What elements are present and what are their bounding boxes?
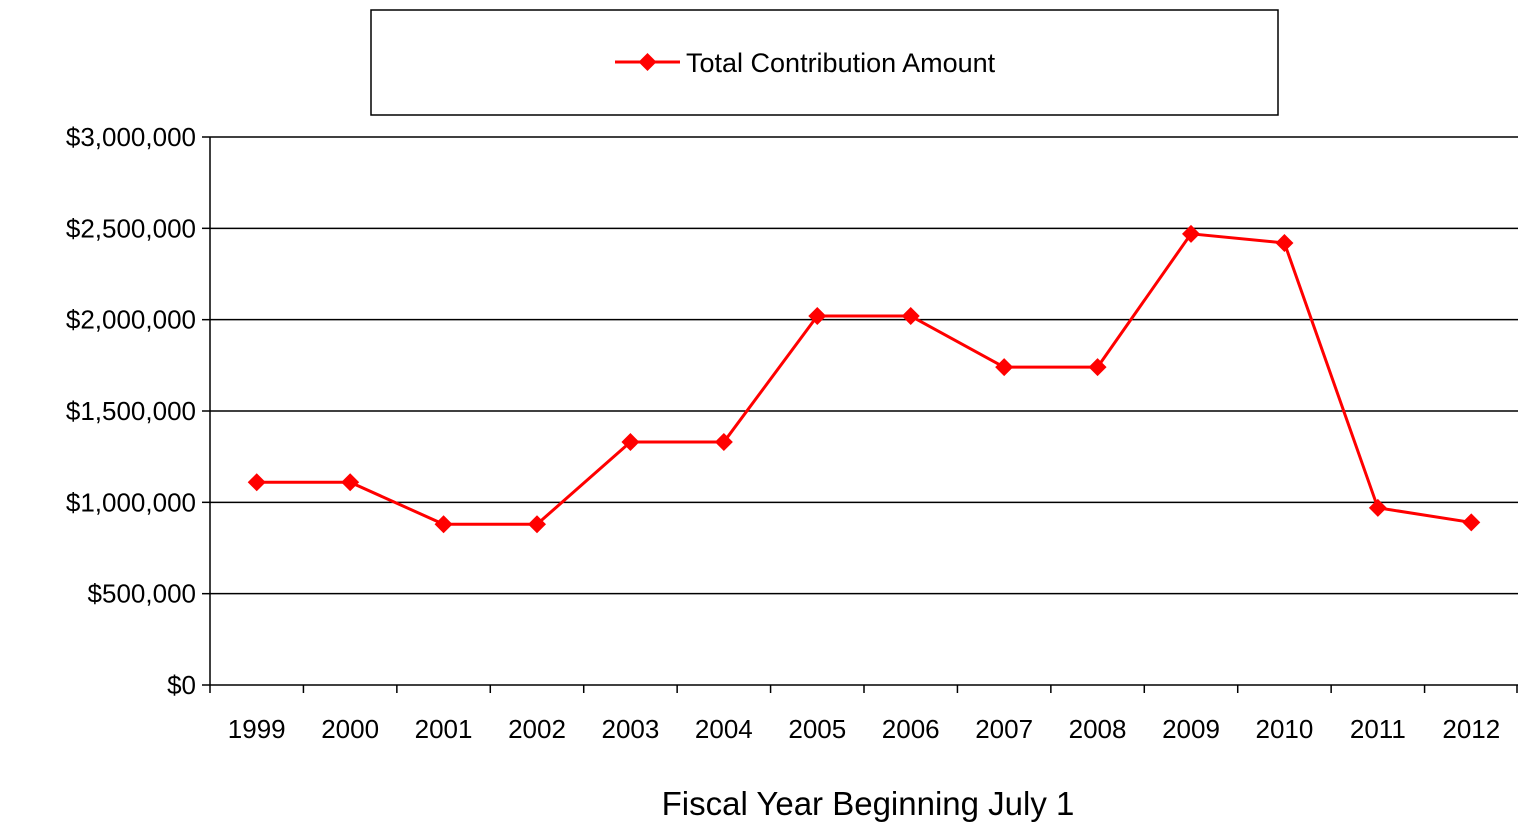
data-point-marker: [901, 307, 920, 326]
x-tick-label: 2004: [695, 714, 753, 744]
x-tick-label: 2012: [1442, 714, 1500, 744]
data-point-marker: [1462, 513, 1481, 532]
x-tick-label: 2009: [1162, 714, 1220, 744]
data-point-marker: [1275, 233, 1294, 252]
y-tick-label: $2,500,000: [66, 213, 196, 243]
y-tick-labels: $0 $500,000 $1,000,000 $1,500,000 $2,000,000…: [66, 122, 196, 700]
data-point-marker: [528, 515, 546, 534]
x-tick-label: 2007: [975, 714, 1033, 744]
x-tick-label: 1999: [228, 714, 286, 744]
data-point-marker: [621, 433, 640, 452]
x-tick-label: 2000: [321, 714, 379, 744]
y-tick-label: $500,000: [88, 579, 196, 609]
data-point-marker: [1182, 224, 1200, 243]
axes: [202, 136, 1518, 693]
data-point-marker: [1088, 358, 1107, 377]
x-tick-label: 2010: [1256, 714, 1314, 744]
series-line: [256, 232, 1472, 526]
data-point-marker: [1368, 498, 1387, 517]
y-tick-label: $3,000,000: [66, 122, 196, 152]
x-tick-labels: 1999 2000 2001 2002 2003 2004 2005 2006 2007 2008…: [228, 714, 1500, 744]
y-tick-label: $1,000,000: [66, 487, 196, 517]
data-point-marker: [714, 433, 733, 452]
y-tick-label: $2,000,000: [66, 305, 196, 335]
x-tick-label: 2011: [1350, 714, 1406, 744]
legend: Total Contribution Amount: [370, 9, 1279, 116]
x-tick-label: 2003: [602, 714, 660, 744]
data-point-marker: [995, 358, 1014, 377]
data-point-marker: [808, 307, 827, 326]
x-tick-label: 2008: [1069, 714, 1127, 744]
x-tick-label: 2005: [788, 714, 846, 744]
x-tick-label: 2006: [882, 714, 940, 744]
data-point-marker: [341, 473, 360, 492]
x-tick-label: 2001: [415, 714, 473, 744]
y-tick-label: $1,500,000: [66, 396, 196, 426]
grid-lines: [210, 136, 1518, 595]
data-point-marker: [247, 473, 266, 492]
y-tick-label: $0: [167, 670, 196, 700]
legend-box: [370, 9, 1279, 116]
legend-series-label: Total Contribution Amount: [686, 48, 996, 78]
legend-diamond-marker: [638, 53, 657, 71]
x-axis-title: Fiscal Year Beginning July 1: [662, 785, 1075, 822]
x-tick-label: 2002: [508, 714, 566, 744]
data-point-marker: [434, 515, 453, 534]
series-group: [247, 224, 1481, 534]
